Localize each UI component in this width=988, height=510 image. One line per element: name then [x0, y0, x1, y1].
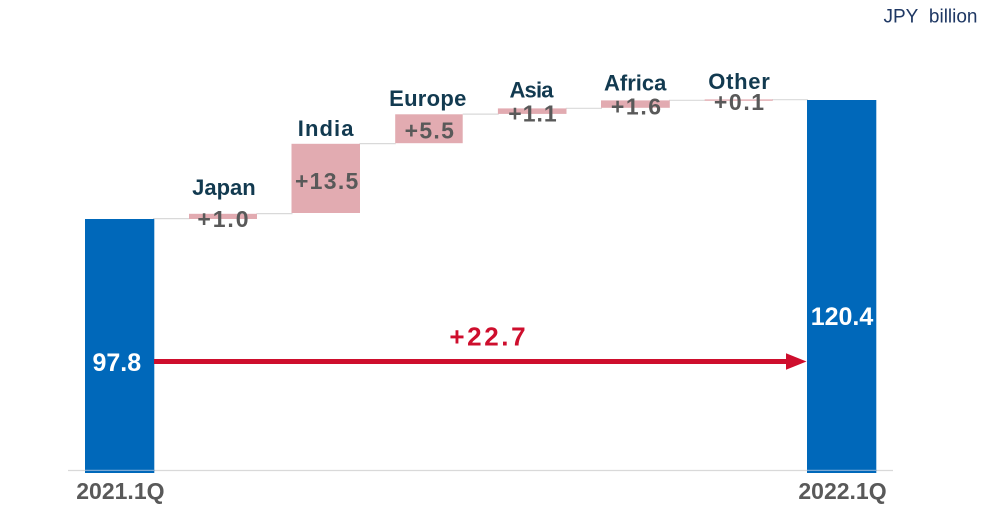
svg-text:Europe: Europe	[389, 86, 467, 111]
svg-text:Asia: Asia	[509, 78, 554, 103]
svg-text:JPY billion: JPY billion	[884, 7, 978, 28]
svg-text:2022.1Q: 2022.1Q	[798, 478, 886, 504]
svg-text:Japan: Japan	[192, 175, 256, 200]
svg-text:Africa: Africa	[604, 71, 667, 96]
svg-text:120.4: 120.4	[811, 303, 874, 331]
svg-text:India: India	[298, 116, 355, 141]
svg-text:+0.1: +0.1	[714, 89, 766, 115]
svg-text:+1.6: +1.6	[611, 93, 663, 119]
svg-text:+1.1: +1.1	[508, 101, 557, 127]
svg-text:Other: Other	[708, 69, 770, 94]
svg-text:+13.5: +13.5	[295, 168, 360, 194]
svg-text:2021.1Q: 2021.1Q	[76, 478, 164, 504]
svg-text:+1.0: +1.0	[197, 206, 250, 232]
svg-text:97.8: 97.8	[92, 349, 141, 377]
svg-text:+5.5: +5.5	[405, 117, 456, 143]
svg-text:+22.7: +22.7	[449, 321, 528, 351]
